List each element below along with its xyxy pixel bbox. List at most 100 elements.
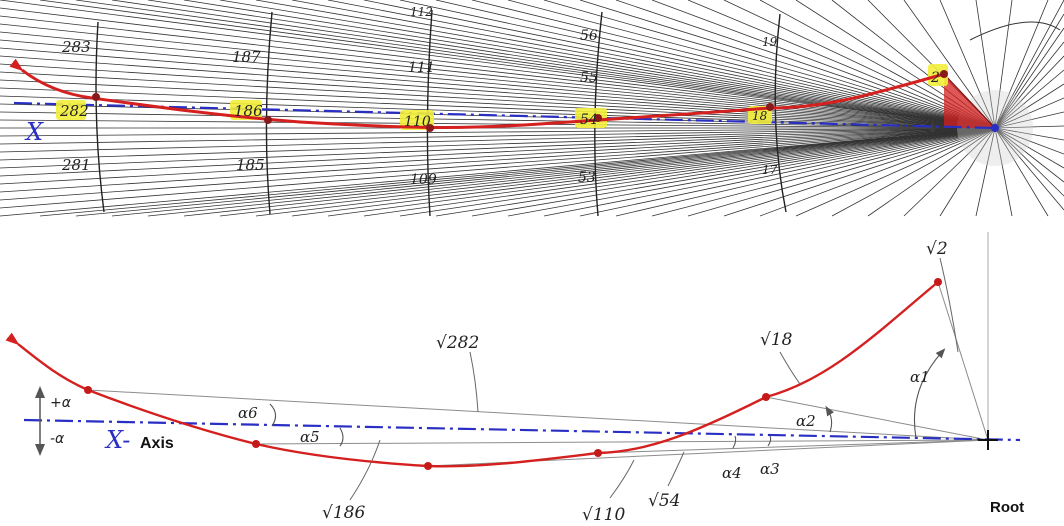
radial-line: [994, 69, 1064, 129]
outer-arc-fragment: [969, 21, 1061, 41]
radial-line: [0, 127, 996, 153]
x-axis-line: [23, 418, 1021, 442]
radial-line: [0, 95, 996, 129]
radial-line: [579, 127, 996, 217]
radial-line: [0, 0, 996, 129]
radial-line: [291, 0, 996, 129]
radius-186: [255, 439, 989, 445]
radial-line: [994, 127, 1049, 217]
radial-line: [507, 0, 996, 129]
label-alpha6: α6: [238, 404, 258, 422]
label-alpha2: α2: [796, 412, 816, 430]
radial-line: [994, 0, 1013, 129]
radial-line: [0, 79, 996, 129]
label-19: 19: [762, 35, 778, 49]
radial-line: [0, 31, 996, 129]
label-281: 281: [61, 156, 91, 174]
radial-line: [183, 0, 996, 129]
radial-line: [994, 125, 1064, 129]
radial-line: [867, 127, 996, 217]
radial-line: [75, 0, 996, 129]
x-axis-word: Axis: [140, 435, 174, 452]
radial-line: [111, 0, 996, 129]
radial-line: [994, 13, 1064, 129]
radial-line: [994, 127, 1064, 155]
label-sqrt-54: √54: [648, 491, 680, 511]
radial-line: [399, 0, 996, 129]
label-53: 53: [578, 170, 596, 186]
radial-line: [994, 41, 1064, 129]
bottom-point-2: [934, 278, 942, 286]
radial-line: [0, 127, 996, 145]
radial-line: [975, 0, 996, 129]
radial-line: [0, 63, 996, 129]
radial-line: [363, 127, 996, 217]
radial-line: [994, 127, 1064, 141]
radial-line: [0, 47, 996, 129]
label-185: 185: [236, 156, 265, 174]
bottom-point-54: [594, 449, 602, 457]
x-axis-symbol: X-: [104, 426, 130, 454]
leader-r18: [779, 351, 801, 385]
label-sqrt-2: √2: [926, 239, 948, 259]
label-2: 2: [930, 70, 940, 86]
radial-line: [994, 97, 1064, 129]
bottom-panel: +α -α X- Axis Root √2 √18 √282 √186 √110…: [5, 232, 1024, 525]
label-112: 112: [410, 5, 433, 19]
spiral-curve-top: [9, 58, 945, 129]
label-282: 282: [59, 102, 89, 120]
radial-line: [615, 0, 996, 129]
x-axis-line-top: [13, 101, 996, 130]
arc-alpha2: [825, 405, 835, 433]
point-282: [92, 93, 100, 101]
radial-line: [435, 0, 996, 129]
radial-line: [0, 127, 996, 185]
label-55: 55: [580, 70, 598, 86]
radial-line: [0, 71, 996, 129]
radial-line: [39, 0, 996, 129]
label-54: 54: [580, 112, 598, 128]
radial-line: [579, 0, 996, 129]
alpha-direction-indicator: [35, 386, 45, 456]
arc-alpha6: [269, 403, 277, 427]
radial-line: [651, 127, 996, 217]
radial-line: [219, 127, 996, 217]
radial-line: [291, 127, 996, 217]
radial-line: [471, 0, 996, 129]
label-283: 283: [61, 38, 91, 56]
radial-line: [615, 127, 996, 217]
radial-line: [0, 127, 996, 177]
label-sqrt-18: √18: [760, 330, 793, 350]
radial-line: [0, 7, 996, 129]
radius-lines: [87, 281, 989, 467]
radial-line: [831, 127, 996, 217]
bottom-point-282: [84, 386, 92, 394]
ring-arc-282: [95, 21, 105, 213]
label-187: 187: [232, 48, 261, 66]
radial-line: [111, 127, 996, 217]
label-56: 56: [580, 28, 598, 44]
radial-line: [651, 0, 996, 129]
label-186: 186: [234, 102, 263, 120]
label-sqrt-282: √282: [436, 333, 479, 353]
point-186: [264, 116, 272, 124]
radial-line: [795, 127, 996, 217]
ring-arc-18: [774, 13, 787, 213]
radial-line: [0, 55, 996, 129]
spiral-points-top: [92, 70, 948, 132]
radial-line: [994, 27, 1064, 129]
spiral-points-bottom: [84, 278, 942, 470]
arc-alpha4: [732, 435, 737, 449]
arc-alpha5: [339, 427, 344, 447]
radial-line: [994, 127, 1064, 197]
leader-r2: [939, 257, 959, 353]
radial-line: [994, 55, 1064, 129]
label-111: 111: [408, 60, 435, 76]
radial-line: [759, 127, 996, 217]
spiral-curve-bottom: [5, 281, 939, 468]
radial-line: [471, 127, 996, 217]
radial-line: [435, 127, 996, 217]
highlight-54: [575, 108, 607, 128]
point-54: [594, 114, 602, 122]
